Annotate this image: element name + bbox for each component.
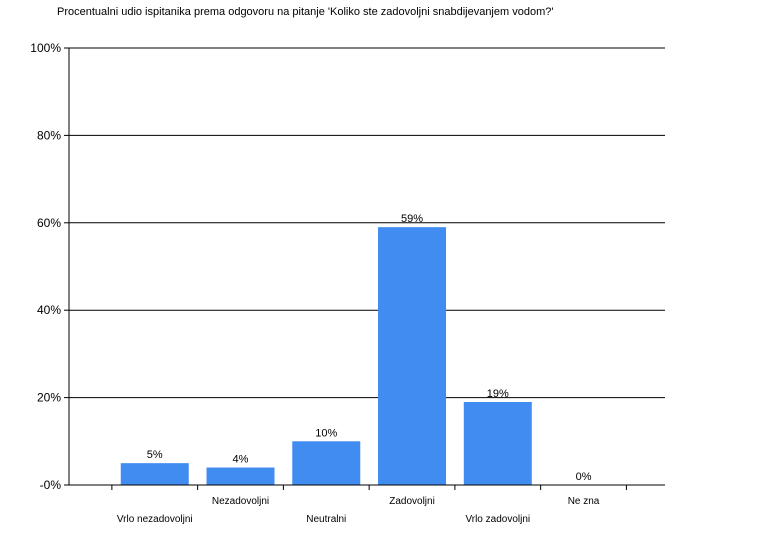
- data-label: 19%: [487, 388, 509, 400]
- data-label: 10%: [315, 427, 337, 439]
- axes: [64, 47, 665, 490]
- chart-title: Procentualni udio ispitanika prema odgov…: [57, 6, 554, 18]
- data-label: 4%: [233, 454, 249, 466]
- bar: [463, 401, 532, 485]
- bar: [120, 463, 189, 485]
- bars: [120, 227, 532, 486]
- bar: [378, 227, 447, 486]
- y-tick-label: 100%: [30, 41, 61, 55]
- labels: -0% 20% 40% 60% 80% 100% 5% Vrlo nezadovoljni 4%…: [30, 41, 600, 525]
- bar: [292, 441, 361, 485]
- y-tick-label: -0%: [40, 478, 62, 492]
- data-label: 59%: [401, 213, 423, 225]
- y-tick-label: 60%: [37, 216, 61, 230]
- data-label: 5%: [147, 449, 163, 461]
- x-tick-label: Neutralni: [306, 514, 346, 525]
- y-tick-label: 80%: [37, 128, 61, 142]
- y-tick-label: 20%: [37, 391, 61, 405]
- x-tick-label: Vrlo nezadovoljni: [117, 514, 193, 525]
- x-tick-label: Ne zna: [568, 496, 600, 507]
- bar: [206, 467, 275, 485]
- data-label: 0%: [576, 471, 592, 483]
- gridlines: [69, 47, 665, 399]
- y-tick-label: 40%: [37, 303, 61, 317]
- x-tick-label: Zadovoljni: [389, 496, 435, 507]
- x-tick-label: Nezadovoljni: [212, 496, 269, 507]
- x-tick-label: Vrlo zadovoljni: [465, 514, 530, 525]
